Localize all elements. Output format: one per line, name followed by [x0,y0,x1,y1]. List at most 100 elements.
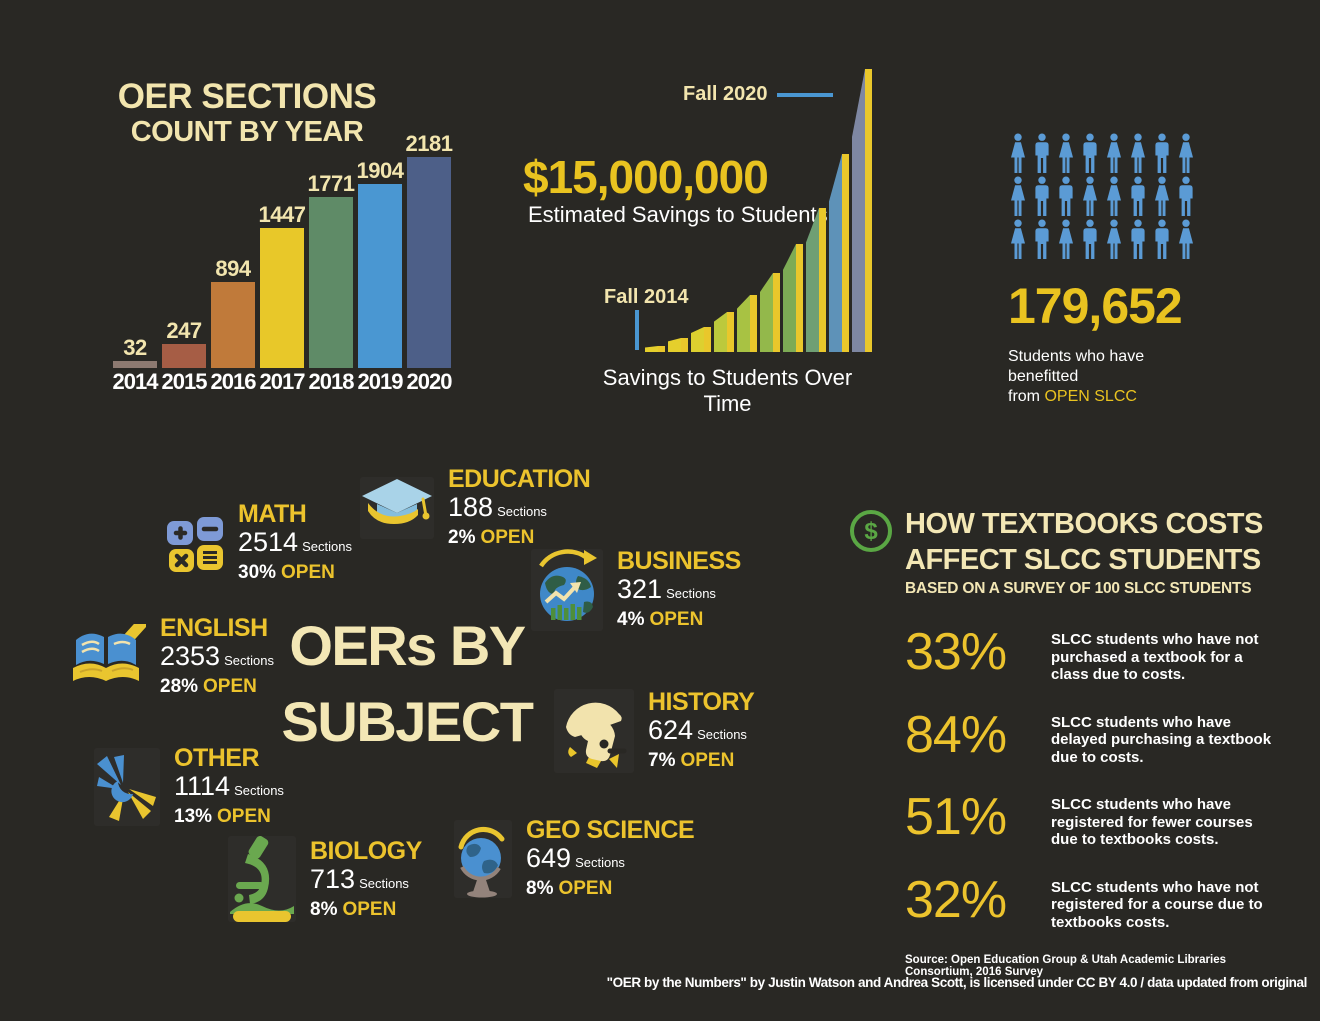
open-label: OPEN [680,750,735,771]
open-percent: 7% [648,750,676,771]
year-bar-group: 247 2015 [162,318,208,396]
person-icon-male [1128,219,1148,259]
fall-2014-pointer-line [635,310,639,350]
stat-percent: 84% [905,705,1007,764]
year-bar [260,228,304,368]
students-caption-line1: Students who have benefitted [1008,348,1145,385]
savings-bar-body [829,154,842,352]
subject-name: MATH [238,500,307,528]
savings-bar [852,69,872,352]
open-label: OPEN [281,562,335,583]
sections-label: Sections [224,653,274,668]
person-icon-male [1152,219,1172,259]
savings-chart-title: Savings to Students Over Time [602,365,853,416]
savings-bar-stripe [773,273,780,352]
person-icon-male [1128,176,1148,216]
bar-value-label: 1771 [307,171,355,196]
person-icon-male [1080,219,1100,259]
subjects-title-line1: OERs BY [289,614,526,677]
year-bar [113,361,157,368]
bar-value-label: 1447 [258,202,306,227]
calculator-icon [166,512,224,574]
person-icon-female [1008,219,1028,259]
year-bar-group: 1904 2019 [356,158,404,396]
person-icon-female [1176,133,1196,173]
savings-bar-stripe [681,338,688,352]
students-caption: Students who have benefitted from OPEN S… [1008,347,1218,407]
savings-total: $15,000,000 [523,151,769,203]
open-percent: 4% [617,609,645,630]
subject-name: EDUCATION [448,465,591,493]
stat-description: SLCC students who have not purchased a t… [1051,631,1259,683]
open-percent: 2% [448,527,476,548]
oer-sections-chart-title: OER SECTIONS COUNT BY YEAR [113,77,381,149]
subject-open: 8% OPEN [310,898,422,922]
bar-value-label: 1904 [356,158,404,183]
subject-open: 4% OPEN [617,608,741,632]
license-text: "OER by the Numbers" by Justin Watson an… [606,975,1308,990]
subject-name: BIOLOGY [310,836,422,865]
person-icon-female [1176,219,1196,259]
savings-bar-body [806,208,819,352]
subject-text: OTHER 1114 Sections 13% OPEN [174,744,284,829]
person-icon-male [1032,133,1052,173]
sections-label: Sections [359,875,409,891]
person-icon-male [1032,176,1052,216]
person-icon-female [1080,176,1100,216]
sections-label: Sections [302,539,352,554]
subject-text: BIOLOGY 713 Sections 8% OPEN [310,837,422,922]
bar-year-label: 2019 [357,369,404,394]
microscope-icon [228,836,296,922]
bar-value-label: 32 [123,335,147,360]
chart-title-line2: COUNT BY YEAR [130,116,364,148]
survey-source: Source: Open Education Group & Utah Acad… [905,954,1226,978]
stat-percent: 51% [905,788,1007,846]
bar-value-label: 2181 [405,131,453,156]
open-percent: 28% [160,676,199,697]
subject-name: OTHER [174,744,259,772]
subject-english: ENGLISH 2353 Sections 28% OPEN [70,614,274,699]
person-icon-male [1032,219,1052,259]
sections-count: 649 [526,843,572,873]
subject-text: ENGLISH 2353 Sections 28% OPEN [160,614,274,699]
person-icon-male [1152,133,1172,173]
savings-bar [760,273,780,352]
subject-text: HISTORY 624 Sections 7% OPEN [648,688,755,773]
open-label: OPEN [480,527,535,548]
people-pictogram [1008,133,1218,259]
sections-count: 2353 [160,641,221,671]
sections-label: Sections [697,727,747,742]
savings-bar-stripe [819,208,826,352]
open-label: OPEN [342,898,397,920]
sections-count: 624 [648,715,694,745]
open-percent: 13% [174,806,213,827]
sections-label: Sections [575,855,625,870]
person-icon-female [1152,176,1172,216]
subject-open: 2% OPEN [448,526,590,550]
person-icon-female [1056,219,1076,259]
savings-bar-body [668,338,681,352]
year-bar-group: 1447 2017 [258,202,306,396]
year-bar [407,157,451,368]
chart-title-line1: OER SECTIONS [117,77,377,116]
subject-other: OTHER 1114 Sections 13% OPEN [94,744,284,829]
person-icon-female [1104,133,1124,173]
savings-total-caption: Estimated Savings to Students [528,202,828,227]
survey-subtitle: BASED ON A SURVEY OF 100 SLCC STUDENTS [905,580,1252,597]
oer-sections-chart: OER SECTIONS COUNT BY YEAR 32 2014 247 2015… [113,75,458,396]
subject-sections: 2353 Sections [160,642,274,675]
savings-bar [829,154,849,352]
subject-name: BUSINESS [617,547,741,575]
fall-2020-label: Fall 2020 [683,83,768,105]
savings-bar-stripe [750,295,757,352]
savings-bar [783,244,803,352]
subject-biology: BIOLOGY 713 Sections 8% OPEN [228,836,422,922]
subject-open: 8% OPEN [526,877,694,901]
globe-stand-icon [454,820,512,898]
stat-description: SLCC students who have not registered fo… [1051,878,1263,931]
subject-sections: 1114 Sections [174,772,284,805]
dollar-icon: $ [848,508,894,559]
subject-name: HISTORY [648,688,755,716]
svg-text:$: $ [864,518,878,545]
